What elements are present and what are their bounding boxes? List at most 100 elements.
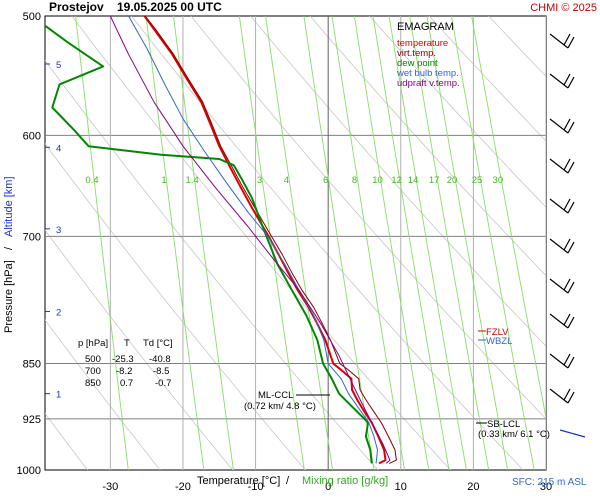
dry-adiabat (45, 319, 161, 470)
wind-barb-feather (567, 76, 575, 89)
mixing-ratio-label: 8 (352, 175, 357, 186)
wbzl-label: WBZL (486, 336, 512, 347)
mixing-ratio-line (265, 16, 334, 470)
wind-barb-feather (567, 161, 575, 174)
legend-item-virtual-temperature: virt.temp. (397, 48, 436, 59)
table-cell: -8.5 (153, 366, 169, 377)
dry-adiabat (369, 16, 546, 208)
table-header-t: T (124, 338, 130, 349)
x-axis-title: Temperature [°C] (197, 475, 280, 487)
legend-item-temperature: temperature (397, 38, 448, 49)
wind-barb-feather (567, 316, 575, 329)
wind-barb-feather (563, 118, 571, 131)
wind-barb-feather (567, 391, 575, 404)
wind-barb-feather (567, 201, 575, 214)
wind-barb-shaft (549, 388, 569, 404)
wind-barb-feather (563, 278, 571, 291)
x-tick-label: -30 (102, 481, 118, 493)
mixing-ratio-line (426, 16, 509, 470)
wind-barb-shaft (549, 73, 569, 89)
dry-adiabat (45, 229, 234, 470)
altitude-tick-label: 3 (56, 225, 61, 236)
mixing-ratio-label: 14 (408, 175, 419, 186)
mixing-ratio-lines (75, 16, 546, 470)
wind-barb-feather (563, 73, 571, 86)
annotations: ML-CCL (0.72 km/ 4.8 °C) SB-LCL (0.33 km… (244, 327, 587, 488)
y-axis-title-altitude: Altitude [km] (3, 176, 15, 237)
table-cell: 850 (85, 378, 101, 389)
sb-lcl-title: SB-LCL (487, 419, 520, 430)
mixing-ratio-line (353, 16, 430, 470)
mixing-ratio-label: 30 (493, 175, 504, 186)
y-tick-label: 1000 (17, 465, 41, 477)
sb-lcl-value: (0.33 km/ 6.1 °C) (478, 429, 550, 440)
altitude-tick-label: 5 (56, 60, 61, 71)
y-axis-title: Pressure [hPa] (3, 260, 15, 333)
dry-adiabat (309, 16, 546, 277)
mixing-ratio-label: 17 (429, 175, 440, 186)
y-axis-title-separator: / (3, 246, 15, 250)
series-line-udpraft-v-temp- (109, 16, 391, 464)
wind-barb-shaft (549, 278, 569, 294)
wind-barb-feather (567, 356, 575, 369)
wind-barb-feather (563, 158, 571, 171)
legend: EMAGRAM temperature virt.temp. dew point… (396, 21, 460, 89)
ml-ccl-value: (0.72 km/ 4.8 °C) (244, 401, 316, 412)
wind-barb-feather (563, 238, 571, 251)
wind-barb-feather (563, 353, 571, 366)
wind-barb-shaft (549, 118, 569, 134)
table-cell: -0.7 (155, 378, 171, 389)
dry-adiabat (45, 142, 306, 470)
wind-barb-shaft (549, 33, 569, 49)
dry-adiabat (71, 16, 451, 470)
mixing-ratio-label: 12 (391, 175, 402, 186)
legend-item-dew-point: dew point (397, 58, 438, 69)
y-tick-label: 700 (23, 231, 41, 243)
ml-ccl-title: ML-CCL (258, 390, 293, 401)
wind-barbs (549, 33, 586, 438)
y-tick-label: 600 (23, 130, 41, 142)
wind-barb-feather (563, 313, 571, 326)
table-cell: 500 (85, 354, 101, 365)
fzl-label: FZLV (486, 327, 509, 338)
plot-area (44, 15, 547, 471)
mixing-ratio-line (450, 16, 535, 470)
wind-barb-shaft (549, 238, 569, 254)
mixing-ratio-line (471, 16, 546, 420)
legend-item-updraft-vtemp: udpraft v.temp. (397, 78, 460, 89)
table-cell: -40.8 (149, 354, 171, 365)
y-tick-label: 925 (23, 414, 41, 426)
altitude-tick-label: 4 (56, 143, 61, 154)
credit-text: CHMI © 2025 (530, 2, 597, 14)
dry-adiabat (250, 16, 546, 347)
mixing-ratio-label: 6 (323, 175, 328, 186)
mixing-ratio-line (388, 16, 467, 470)
wind-barb-feather (567, 281, 575, 294)
table-cell: -8.2 (116, 366, 132, 377)
y-tick-label: 500 (23, 11, 41, 23)
wind-barb-feather (563, 388, 571, 401)
y-tick-label: 850 (23, 359, 41, 371)
profile-lines (45, 16, 397, 465)
x-tick-label: -10 (248, 481, 264, 493)
wind-barb-feather (567, 241, 575, 254)
x-tick-label: 10 (395, 481, 407, 493)
sounding-datetime: 19.05.2025 00 UTC (117, 0, 222, 14)
x-tick-label: 30 (540, 481, 552, 493)
table-cell: -25.3 (112, 354, 134, 365)
wind-barb-feather (567, 36, 575, 49)
table-cell: 0.7 (120, 378, 133, 389)
mixing-ratio-label: 20 (447, 175, 458, 186)
dry-adiabat (0, 16, 15, 470)
x-axis-title-separator: / (286, 475, 290, 487)
wind-barb-shaft (549, 353, 569, 369)
legend-title: EMAGRAM (397, 21, 454, 33)
dry-adiabat (190, 16, 546, 420)
wind-barb-feather (563, 198, 571, 211)
series-line-temperature (143, 16, 387, 465)
altitude-tick-label: 2 (56, 307, 61, 318)
x-tick-label: 20 (467, 481, 479, 493)
mixing-ratio-label: 1 (161, 175, 166, 186)
